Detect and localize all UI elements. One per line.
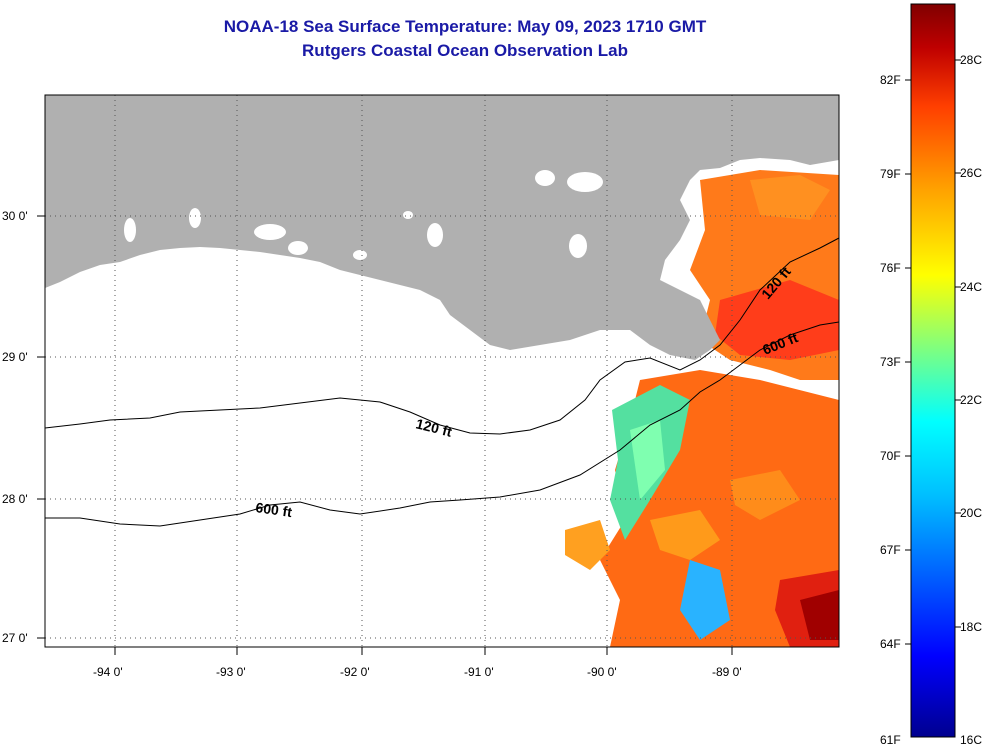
longitude-labels: -94 0' -93 0' -92 0' -91 0' -90 0' -89 0… [93,665,742,679]
colorbar-f-label: 76F [880,261,901,275]
map-title: NOAA-18 Sea Surface Temperature: May 09,… [223,17,707,36]
lon-label: -89 0' [712,665,742,679]
axis-ticks [37,215,733,655]
colorbar-c-label: 22C [960,393,982,407]
colorbar-c-label: 26C [960,166,982,180]
latitude-labels: 30 0' 29 0' 28 0' 27 0' [2,209,28,645]
lat-label: 29 0' [2,350,28,364]
lon-label: -91 0' [464,665,494,679]
colorbar-c-label: 24C [960,280,982,294]
colorbar-f-label: 82F [880,73,901,87]
land-mass [45,95,839,360]
colorbar-f-label: 67F [880,543,901,557]
contour-label: 600 ft [255,499,294,520]
colorbar [910,3,956,738]
colorbar-f-label: 79F [880,167,901,181]
colorbar-f-label: 61F [880,733,901,747]
lon-label: -90 0' [587,665,617,679]
colorbar-ticks [905,59,961,645]
colorbar-f-label: 64F [880,637,901,651]
map-subtitle: Rutgers Coastal Ocean Observation Lab [302,41,628,60]
sst-data-layer [565,170,839,647]
colorbar-c-label: 28C [960,53,982,67]
colorbar-celsius-labels: 28C 26C 24C 22C 20C 18C 16C [960,53,982,747]
lat-label: 30 0' [2,209,28,223]
lon-label: -94 0' [93,665,123,679]
lat-label: 28 0' [2,492,28,506]
contour-600ft [45,321,839,527]
map-frame [44,94,840,648]
colorbar-f-label: 73F [880,355,901,369]
lat-label: 27 0' [2,631,28,645]
colorbar-f-label: 70F [880,449,901,463]
colorbar-c-label: 16C [960,733,982,747]
bathymetry-contours [45,237,839,527]
lon-label: -92 0' [340,665,370,679]
inland-water [124,170,603,260]
lon-label: -93 0' [216,665,246,679]
colorbar-c-label: 20C [960,506,982,520]
colorbar-fahrenheit-labels: 82F 79F 76F 73F 70F 67F 64F 61F [880,73,901,747]
colorbar-c-label: 18C [960,620,982,634]
contour-120ft [45,237,839,435]
